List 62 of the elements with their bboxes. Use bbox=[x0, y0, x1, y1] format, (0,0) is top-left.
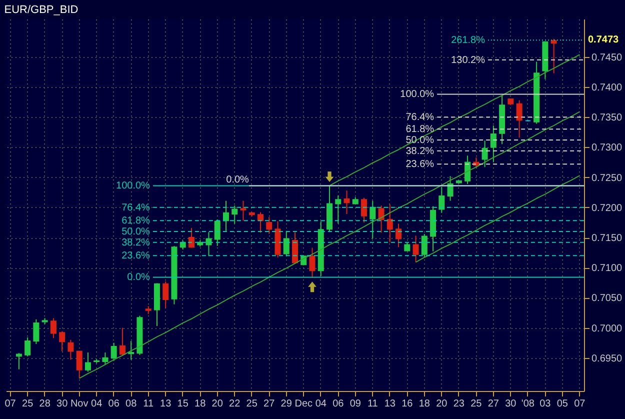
x-tick-label: 30 bbox=[56, 398, 68, 410]
annotation: 261.8% bbox=[451, 35, 486, 46]
annotation: 23.6% bbox=[122, 250, 150, 262]
y-tick-label: 0.6950 bbox=[592, 353, 623, 364]
annotation: 0.0% bbox=[226, 174, 250, 186]
annotation: 61.8% bbox=[122, 216, 150, 227]
y-tick-label: 0.7300 bbox=[592, 142, 623, 154]
y-tick-label: 0.7050 bbox=[592, 293, 623, 304]
annotation: 38.2% bbox=[406, 146, 434, 157]
x-tick-label: 28 bbox=[39, 398, 51, 410]
annotation: 38.2% bbox=[122, 237, 150, 248]
x-tick-label: 25 bbox=[470, 398, 482, 410]
x-tick-label: 20 bbox=[436, 398, 448, 410]
annotation: 61.8% bbox=[406, 124, 434, 136]
x-tick-label: 11 bbox=[367, 398, 378, 410]
annotation: 130.2% bbox=[451, 54, 486, 66]
x-tick-label: 30 bbox=[505, 398, 517, 410]
x-tick-label: 25 bbox=[22, 398, 34, 410]
annotation: 100.0% bbox=[116, 180, 150, 192]
y-tick-label: 0.7150 bbox=[592, 233, 623, 244]
x-tick-label: Dec bbox=[294, 398, 313, 410]
annotation: 76.4% bbox=[406, 112, 434, 124]
x-tick-label: 25 bbox=[246, 398, 258, 410]
x-tick-label: 22 bbox=[229, 398, 241, 410]
x-tick-label: 13 bbox=[160, 398, 172, 410]
x-tick-label: 27 bbox=[488, 398, 500, 410]
x-tick-label: 23 bbox=[453, 398, 465, 410]
chart-title: EUR/GBP_BID bbox=[4, 4, 78, 16]
y-tick-label: 0.7400 bbox=[592, 82, 623, 94]
annotation: 23.6% bbox=[406, 159, 434, 170]
x-tick-label: '08 bbox=[521, 398, 535, 410]
x-tick-label: 09 bbox=[350, 398, 362, 410]
x-tick-label: 18 bbox=[194, 398, 206, 410]
x-tick-label: 07 bbox=[4, 398, 16, 410]
y-tick-label: 0.7250 bbox=[592, 172, 623, 184]
x-tick-label: 20 bbox=[212, 398, 224, 410]
y-tick-label: 0.7000 bbox=[592, 323, 623, 334]
x-tick-label: 18 bbox=[418, 398, 430, 410]
x-tick-label: 16 bbox=[402, 398, 414, 410]
x-tick-label: 27 bbox=[264, 398, 276, 410]
x-tick-label: 04 bbox=[91, 398, 103, 410]
annotation: 0.0% bbox=[127, 272, 150, 284]
y-tick-label: 0.7200 bbox=[592, 202, 623, 214]
x-tick-label: 15 bbox=[177, 398, 189, 410]
x-tick-label: 06 bbox=[332, 398, 344, 410]
y-tick-label: 0.7350 bbox=[592, 112, 623, 124]
x-tick-label: 08 bbox=[126, 398, 138, 410]
x-tick-label: 11 bbox=[143, 398, 154, 410]
x-tick-label: 03 bbox=[540, 398, 552, 410]
annotation: 100.0% bbox=[400, 89, 434, 100]
x-tick-label: Nov bbox=[70, 398, 88, 410]
x-tick-label: 13 bbox=[384, 398, 396, 410]
annotation: 50.0% bbox=[122, 226, 150, 238]
x-tick-label: 07 bbox=[574, 398, 586, 410]
x-tick-label: 05 bbox=[556, 398, 568, 410]
y-tick-label: 0.7100 bbox=[592, 263, 623, 274]
y-tick-label: 0.7450 bbox=[592, 52, 623, 64]
annotation: 76.4% bbox=[122, 202, 150, 214]
x-tick-label: 06 bbox=[108, 398, 120, 410]
x-tick-label: 29 bbox=[280, 398, 292, 410]
x-tick-label: 04 bbox=[315, 398, 327, 410]
text: 0.7473 bbox=[588, 34, 620, 46]
